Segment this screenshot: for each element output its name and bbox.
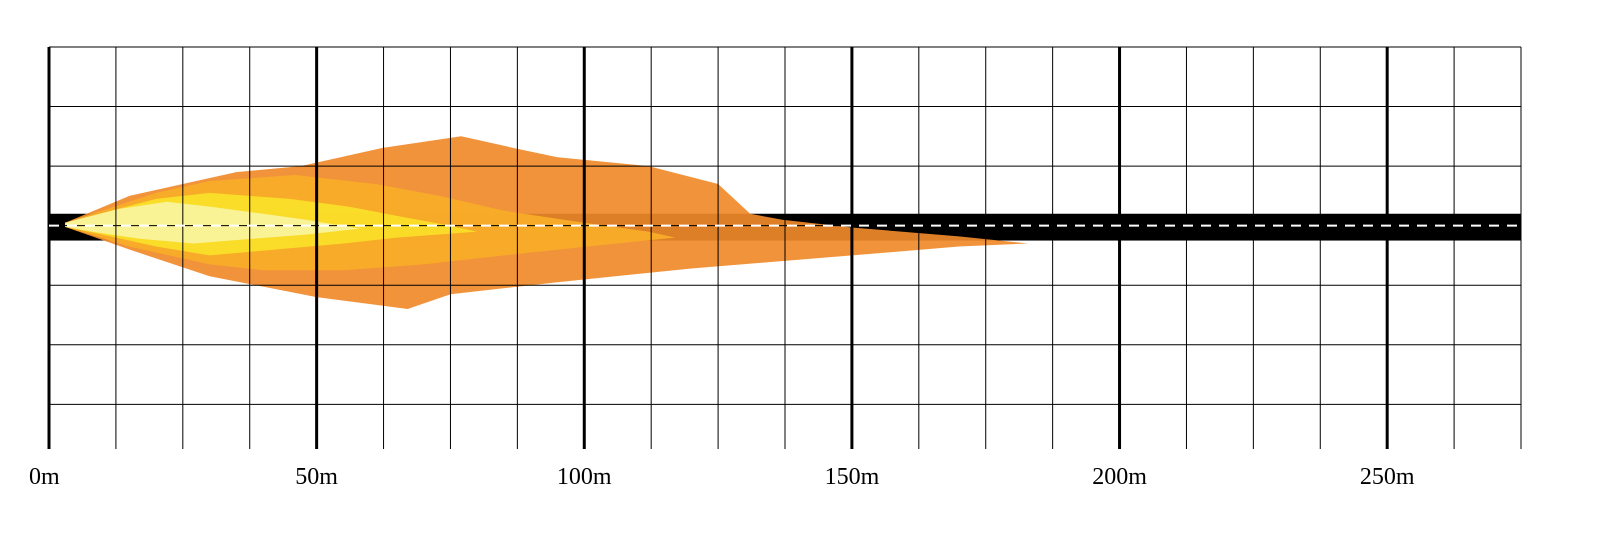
x-tick-label: 50m <box>295 464 338 490</box>
grid-layer <box>47 46 1522 449</box>
beam-series-3 <box>65 201 360 244</box>
x-tick-label: 100m <box>557 464 612 490</box>
beam-series-layer <box>65 136 1029 309</box>
x-tick-label: 150m <box>825 464 880 490</box>
x-tick-label: 0m <box>29 464 60 490</box>
x-tick-label: 250m <box>1360 464 1415 490</box>
x-tick-label: 200m <box>1092 464 1147 490</box>
x-tick-label-layer: 0m 50m 100m 150m 200m 250m <box>29 464 1415 490</box>
